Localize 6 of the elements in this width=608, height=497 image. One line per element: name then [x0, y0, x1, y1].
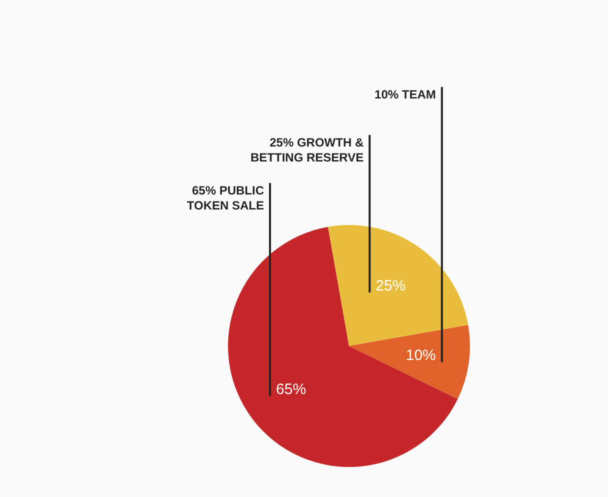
- slice-label: 65% PUBLIC TOKEN SALE: [186, 183, 264, 212]
- data-label: 10%: [406, 347, 436, 364]
- slice-label: 25% GROWTH & BETTING RESERVE: [250, 135, 364, 164]
- data-label: 25%: [376, 278, 406, 295]
- data-label: 65%: [276, 380, 306, 398]
- slice-label: 10% TEAM: [374, 87, 436, 102]
